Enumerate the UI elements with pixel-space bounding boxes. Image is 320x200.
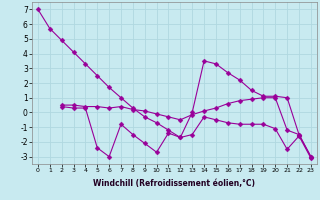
X-axis label: Windchill (Refroidissement éolien,°C): Windchill (Refroidissement éolien,°C): [93, 179, 255, 188]
